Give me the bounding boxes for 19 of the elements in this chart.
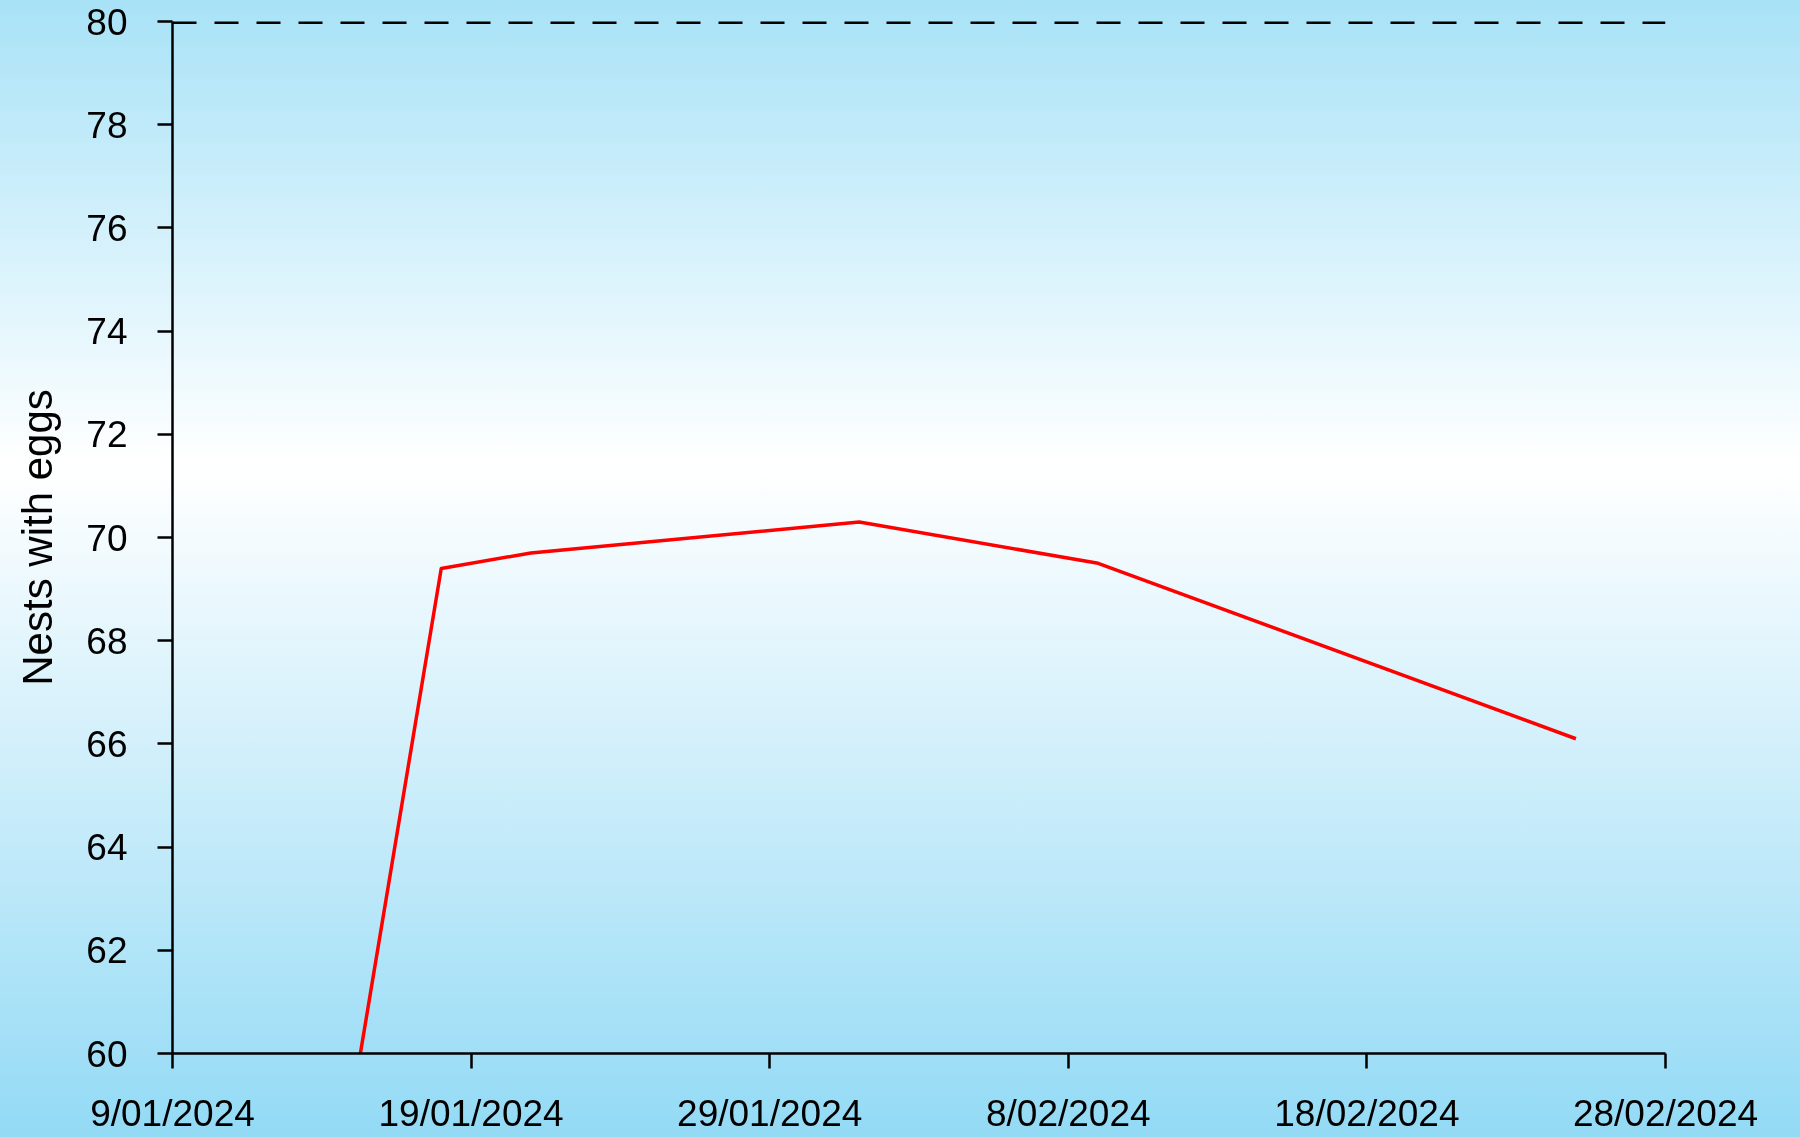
y-tick-label: 68 [86, 620, 128, 662]
x-tick-label: 28/02/2024 [1572, 1092, 1759, 1134]
y-tick-label: 62 [86, 930, 128, 972]
x-tick-label: 29/01/2024 [677, 1092, 863, 1134]
y-tick-label: 72 [86, 414, 128, 456]
y-tick-label: 76 [86, 207, 128, 249]
y-tick-label: 66 [86, 723, 128, 765]
y-tick-label: 70 [86, 517, 128, 559]
y-tick-label: 80 [86, 1, 128, 43]
x-tick-label: 18/02/2024 [1274, 1092, 1460, 1134]
x-tick-label: 8/02/2024 [986, 1092, 1151, 1134]
x-tick-label: 19/01/2024 [378, 1092, 564, 1134]
x-tick-label: 9/01/2024 [90, 1092, 255, 1134]
line-series [358, 520, 1578, 1054]
y-tick-label: 60 [86, 1033, 128, 1075]
y-tick-label: 78 [86, 104, 128, 146]
y-tick-label: 74 [86, 311, 128, 353]
y-axis-title: Nests with eggs [14, 389, 62, 686]
y-tick-label: 64 [86, 827, 128, 869]
